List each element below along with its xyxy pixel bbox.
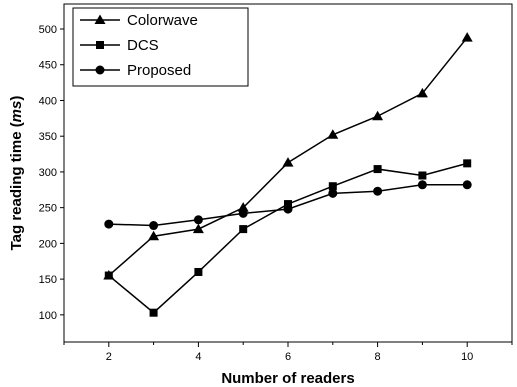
colorwave-point — [237, 202, 249, 212]
y-axis-label: Tag reading time (ms) — [8, 96, 25, 251]
legend-item-proposed: Proposed — [80, 62, 191, 79]
y-tick-label: 350 — [39, 131, 57, 143]
colorwave-point — [192, 223, 204, 234]
proposed-point — [462, 180, 472, 190]
x-tick-label: 6 — [285, 351, 291, 363]
series-proposed — [104, 180, 472, 231]
y-tick-label: 250 — [39, 203, 57, 215]
proposed-point — [283, 204, 293, 214]
x-tick-label: 8 — [375, 351, 381, 363]
dcs-point — [239, 225, 248, 234]
y-axis-label-unit: ms — [8, 101, 25, 123]
x-tick-label: 2 — [106, 351, 112, 363]
dcs-point — [104, 271, 113, 280]
dcs-point — [328, 182, 337, 191]
dcs-point — [194, 267, 203, 276]
y-tick-label: 450 — [39, 60, 57, 72]
y-tick-label: 400 — [39, 95, 57, 107]
legend-label: Colorwave — [127, 12, 198, 29]
legend-label: DCS — [127, 37, 159, 54]
legend-marker — [95, 65, 105, 75]
dcs-point — [463, 159, 472, 168]
colorwave-point — [416, 87, 428, 98]
series-dcs — [104, 159, 472, 317]
dcs-point — [418, 171, 427, 180]
proposed-point — [193, 215, 203, 225]
colorwave-point — [372, 110, 384, 121]
y-tick-label: 200 — [39, 238, 57, 250]
proposed-point — [373, 186, 383, 196]
y-tick-label: 100 — [39, 310, 57, 322]
proposed-point — [328, 188, 338, 198]
y-tick-label: 500 — [39, 24, 57, 36]
y-tick-label: 150 — [39, 274, 57, 286]
series-layer — [103, 32, 473, 317]
dcs-point — [373, 165, 382, 174]
colorwave-point — [282, 157, 294, 167]
legend-item-colorwave: Colorwave — [80, 12, 198, 29]
proposed-point — [417, 180, 427, 190]
legend-marker — [94, 14, 106, 24]
x-tick-label: 10 — [461, 351, 473, 363]
y-tick-label: 300 — [39, 167, 57, 179]
legend-marker — [96, 41, 104, 49]
proposed-point — [104, 219, 114, 229]
legend: Colorwave DCS Proposed — [72, 7, 249, 87]
y-axis-label-close: ) — [8, 96, 25, 101]
colorwave-point — [327, 129, 339, 139]
dcs-point — [284, 200, 292, 209]
x-tick-label: 4 — [195, 351, 201, 363]
proposed-point — [238, 208, 248, 218]
legend-item-dcs: DCS — [80, 37, 159, 54]
y-axis: 100 150 200 250 300 350 400 450 500 — [39, 24, 64, 322]
proposed-point — [149, 221, 159, 231]
x-axis: 2 4 6 8 10 — [63, 342, 513, 363]
y-axis-label-main: Tag reading time ( — [8, 122, 25, 250]
colorwave-point — [461, 32, 473, 42]
legend-label: Proposed — [127, 62, 191, 79]
x-axis-label: Number of readers — [221, 370, 354, 387]
dcs-point — [149, 308, 158, 317]
colorwave-point — [148, 230, 160, 241]
